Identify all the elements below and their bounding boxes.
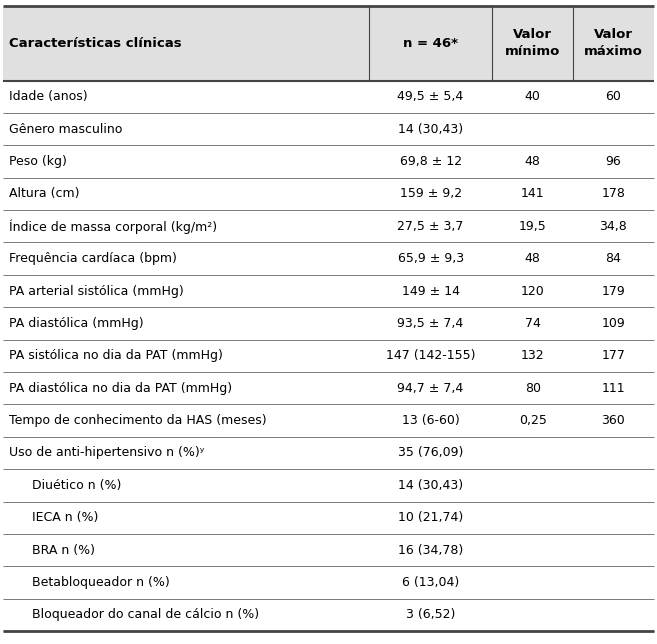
Text: 14 (30,43): 14 (30,43) [398, 122, 463, 136]
Text: 147 (142-155): 147 (142-155) [386, 349, 476, 363]
Text: PA sistólica no dia da PAT (mmHg): PA sistólica no dia da PAT (mmHg) [9, 349, 223, 363]
Text: 109: 109 [602, 317, 625, 330]
Text: Índice de massa corporal (kg/m²): Índice de massa corporal (kg/m²) [9, 219, 217, 234]
Text: 40: 40 [525, 90, 541, 103]
Text: 177: 177 [601, 349, 625, 363]
Text: 19,5: 19,5 [519, 220, 547, 232]
Text: 84: 84 [606, 252, 622, 265]
Text: PA arterial sistólica (mmHg): PA arterial sistólica (mmHg) [9, 285, 183, 298]
Text: Valor
mínimo: Valor mínimo [505, 28, 560, 59]
Text: 94,7 ± 7,4: 94,7 ± 7,4 [397, 382, 464, 395]
Text: 74: 74 [525, 317, 541, 330]
Text: 6 (13,04): 6 (13,04) [402, 576, 459, 589]
Text: Frequência cardíaca (bpm): Frequência cardíaca (bpm) [9, 252, 177, 265]
Text: PA diastólica (mmHg): PA diastólica (mmHg) [9, 317, 143, 330]
Text: 3 (6,52): 3 (6,52) [406, 609, 455, 621]
Text: Peso (kg): Peso (kg) [9, 155, 66, 168]
Text: Diuético n (%): Diuético n (%) [32, 479, 121, 492]
Text: n = 46*: n = 46* [403, 37, 458, 50]
Text: 111: 111 [602, 382, 625, 395]
Bar [3, 6, 654, 80]
Text: 60: 60 [606, 90, 622, 103]
Text: 34,8: 34,8 [600, 220, 627, 232]
Text: 178: 178 [601, 187, 625, 200]
Text: 80: 80 [525, 382, 541, 395]
Text: 27,5 ± 3,7: 27,5 ± 3,7 [397, 220, 464, 232]
Text: 35 (76,09): 35 (76,09) [398, 446, 463, 459]
Text: 93,5 ± 7,4: 93,5 ± 7,4 [397, 317, 464, 330]
Text: 48: 48 [525, 155, 541, 168]
Text: Betabloqueador n (%): Betabloqueador n (%) [32, 576, 170, 589]
Text: PA diastólica no dia da PAT (mmHg): PA diastólica no dia da PAT (mmHg) [9, 382, 232, 395]
Text: 13 (6-60): 13 (6-60) [401, 414, 459, 427]
Text: 49,5 ± 5,4: 49,5 ± 5,4 [397, 90, 464, 103]
Text: 360: 360 [602, 414, 625, 427]
Text: Idade (anos): Idade (anos) [9, 90, 87, 103]
Text: Gênero masculino: Gênero masculino [9, 122, 122, 136]
Text: Características clínicas: Características clínicas [9, 37, 181, 50]
Text: Tempo de conhecimento da HAS (meses): Tempo de conhecimento da HAS (meses) [9, 414, 266, 427]
Text: 0,25: 0,25 [519, 414, 547, 427]
Text: BRA n (%): BRA n (%) [32, 544, 95, 556]
Text: Bloqueador do canal de cálcio n (%): Bloqueador do canal de cálcio n (%) [32, 609, 259, 621]
Text: 179: 179 [602, 285, 625, 298]
Text: 10 (21,74): 10 (21,74) [398, 511, 463, 524]
Text: 149 ± 14: 149 ± 14 [401, 285, 460, 298]
Text: Valor
máximo: Valor máximo [584, 28, 643, 59]
Text: 16 (34,78): 16 (34,78) [398, 544, 463, 556]
Text: 159 ± 9,2: 159 ± 9,2 [399, 187, 462, 200]
Text: 96: 96 [606, 155, 622, 168]
Text: IECA n (%): IECA n (%) [32, 511, 98, 524]
Text: 132: 132 [521, 349, 545, 363]
Text: Uso de anti-hipertensivo n (%)ʸ: Uso de anti-hipertensivo n (%)ʸ [9, 446, 204, 459]
Text: 120: 120 [521, 285, 545, 298]
Text: 69,8 ± 12: 69,8 ± 12 [399, 155, 462, 168]
Text: 14 (30,43): 14 (30,43) [398, 479, 463, 492]
Text: 141: 141 [521, 187, 545, 200]
Text: 65,9 ± 9,3: 65,9 ± 9,3 [397, 252, 464, 265]
Text: Altura (cm): Altura (cm) [9, 187, 79, 200]
Text: 48: 48 [525, 252, 541, 265]
